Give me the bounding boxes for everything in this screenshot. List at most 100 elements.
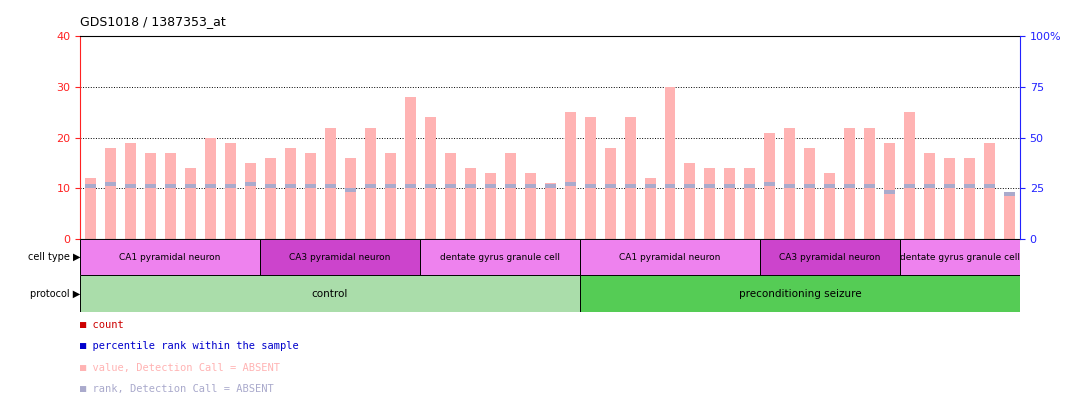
Bar [845,128,855,239]
Bar [845,184,855,188]
Bar [364,128,376,239]
Bar [604,184,615,188]
Bar [724,168,736,239]
Bar [405,184,415,188]
Bar [964,184,975,188]
Bar [144,153,156,239]
Bar [125,184,136,188]
Bar [785,184,796,188]
Bar [760,239,900,275]
Bar [705,184,716,188]
Text: dentate gyrus granule cell: dentate gyrus granule cell [900,253,1020,262]
Bar [664,184,675,188]
Bar [125,143,136,239]
Bar [864,184,876,188]
Bar [884,190,895,194]
Bar [964,158,975,239]
Bar [685,184,695,188]
Bar [444,184,456,188]
Bar [80,275,580,312]
Bar [565,112,576,239]
Bar [384,153,395,239]
Bar [580,275,1020,312]
Bar [765,133,775,239]
Bar [884,143,895,239]
Bar [905,184,915,188]
Bar [345,188,356,192]
Text: protocol ▶: protocol ▶ [30,289,80,298]
Text: cell type ▶: cell type ▶ [28,252,80,262]
Text: CA3 pyramidal neuron: CA3 pyramidal neuron [780,253,881,262]
Bar [325,184,335,188]
Bar [224,184,236,188]
Bar [105,148,115,239]
Bar [425,184,436,188]
Bar [425,117,436,239]
Bar [985,143,995,239]
Bar [265,158,276,239]
Bar [925,153,936,239]
Bar [524,173,535,239]
Bar [284,184,296,188]
Bar [84,178,96,239]
Bar [504,184,516,188]
Bar [304,153,315,239]
Bar [1004,192,1016,196]
Text: GDS1018 / 1387353_at: GDS1018 / 1387353_at [80,15,225,28]
Bar [705,168,716,239]
Bar [584,117,596,239]
Bar [925,184,936,188]
Bar [205,184,216,188]
Text: CA1 pyramidal neuron: CA1 pyramidal neuron [619,253,721,262]
Bar [185,184,195,188]
Bar [384,184,395,188]
Text: preconditioning seizure: preconditioning seizure [739,289,861,298]
Bar [185,168,195,239]
Bar [625,184,635,188]
Bar [580,239,760,275]
Bar [304,184,315,188]
Bar [444,153,456,239]
Bar [824,184,835,188]
Bar [1004,194,1016,239]
Text: CA3 pyramidal neuron: CA3 pyramidal neuron [289,253,391,262]
Bar [265,184,276,188]
Text: ■ count: ■ count [80,320,124,330]
Text: ■ percentile rank within the sample: ■ percentile rank within the sample [80,341,299,352]
Bar [84,184,96,188]
Bar [545,184,555,188]
Bar [465,184,475,188]
Bar [724,184,736,188]
Bar [584,184,596,188]
Bar [900,239,1020,275]
Bar [664,87,675,239]
Bar [325,128,335,239]
Bar [245,163,255,239]
Bar [604,148,615,239]
Bar [465,168,475,239]
Bar [284,148,296,239]
Text: control: control [312,289,348,298]
Bar [824,173,835,239]
Bar [744,184,755,188]
Bar [565,182,576,186]
Bar [485,173,496,239]
Text: ■ rank, Detection Call = ABSENT: ■ rank, Detection Call = ABSENT [80,384,273,394]
Bar [864,128,876,239]
Bar [80,239,261,275]
Bar [804,184,816,188]
Bar [105,182,115,186]
Bar [485,184,496,188]
Bar [364,184,376,188]
Bar [144,184,156,188]
Bar [504,153,516,239]
Bar [644,178,656,239]
Bar [765,182,775,186]
Bar [405,97,415,239]
Bar [804,148,816,239]
Text: dentate gyrus granule cell: dentate gyrus granule cell [440,253,560,262]
Bar [985,184,995,188]
Bar [944,158,956,239]
Bar [224,143,236,239]
Bar [205,138,216,239]
